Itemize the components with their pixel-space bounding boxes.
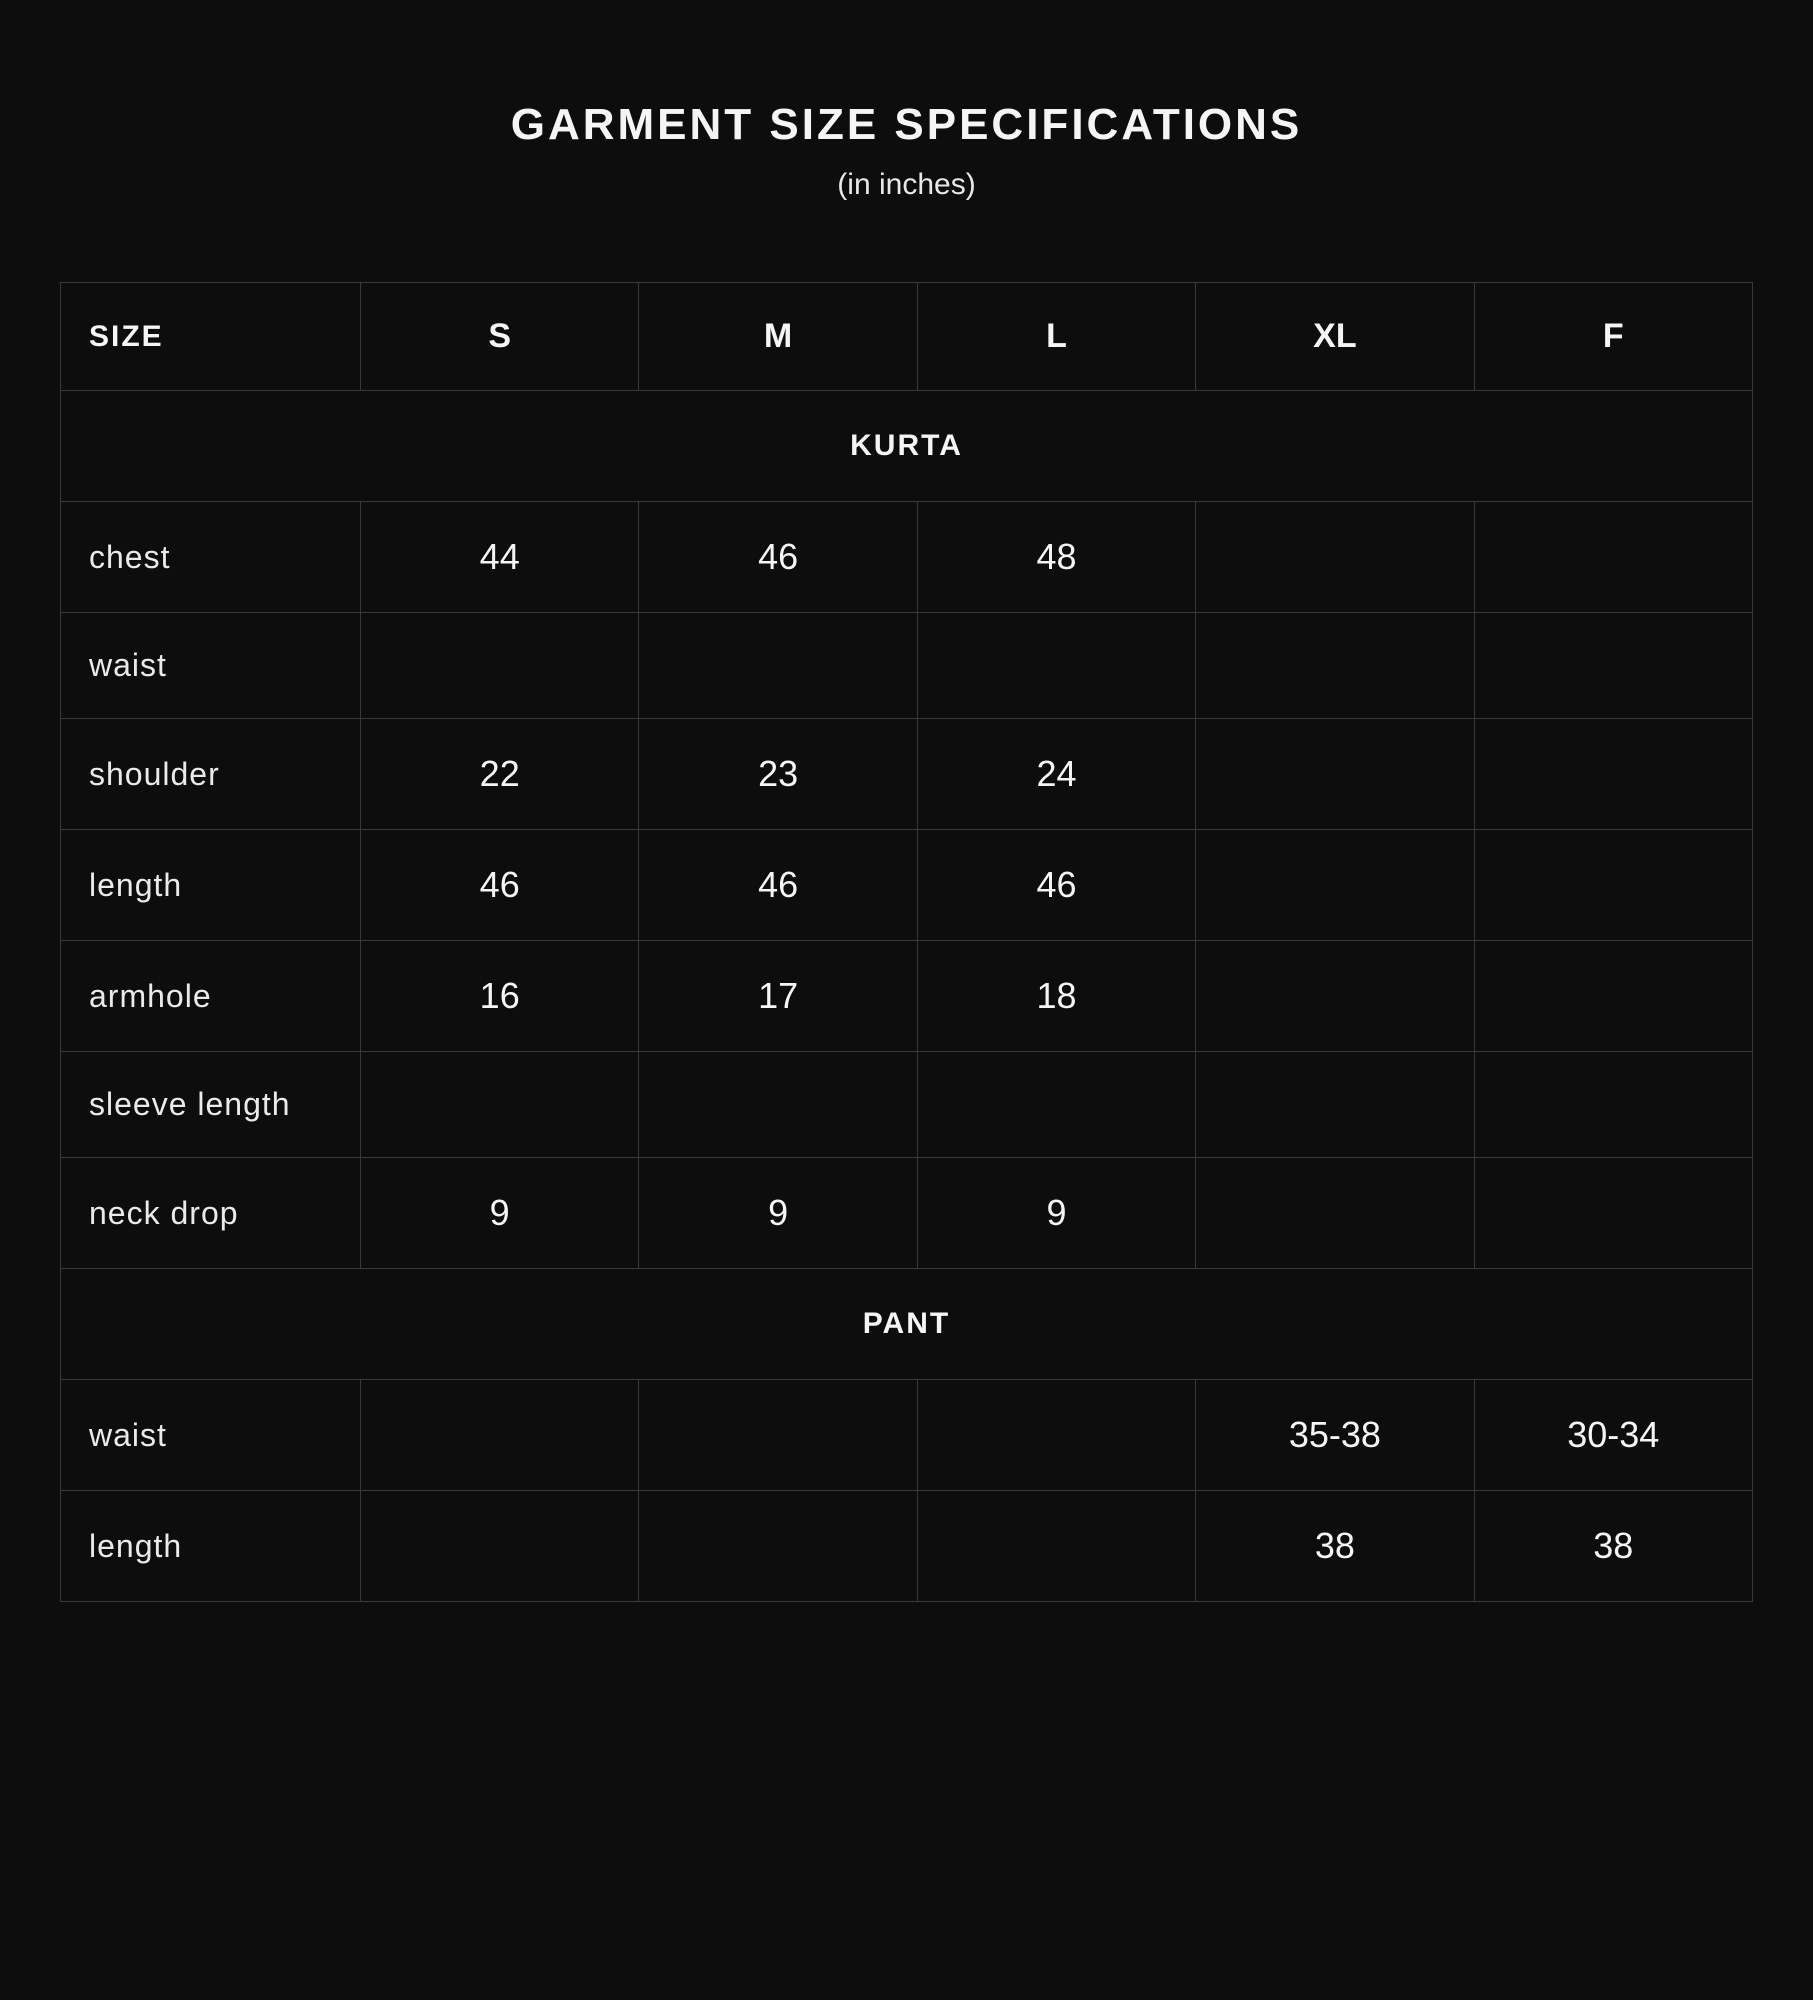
cell-value	[361, 613, 639, 719]
cell-value	[1474, 830, 1752, 941]
cell-value: 23	[639, 719, 917, 830]
section-header: PANT	[61, 1269, 1753, 1380]
cell-value: 46	[917, 830, 1195, 941]
table-row: chest444648	[61, 502, 1753, 613]
cell-value: 44	[361, 502, 639, 613]
col-header-xl: XL	[1196, 283, 1474, 391]
cell-value	[1474, 719, 1752, 830]
col-header-m: M	[639, 283, 917, 391]
cell-value	[1196, 1052, 1474, 1158]
cell-value: 17	[639, 941, 917, 1052]
cell-value	[639, 1491, 917, 1602]
row-label: chest	[61, 502, 361, 613]
cell-value: 35-38	[1196, 1380, 1474, 1491]
table-row: length 3838	[61, 1491, 1753, 1602]
cell-value	[1196, 502, 1474, 613]
table-row: waist	[61, 613, 1753, 719]
row-label: length	[61, 830, 361, 941]
cell-value: 9	[361, 1158, 639, 1269]
cell-value	[639, 613, 917, 719]
cell-value	[1196, 1158, 1474, 1269]
cell-value: 48	[917, 502, 1195, 613]
col-header-l: L	[917, 283, 1195, 391]
table-row: neck drop999	[61, 1158, 1753, 1269]
cell-value	[361, 1380, 639, 1491]
row-label: neck drop	[61, 1158, 361, 1269]
section-row: PANT	[61, 1269, 1753, 1380]
cell-value: 38	[1196, 1491, 1474, 1602]
row-label: armhole	[61, 941, 361, 1052]
col-header-f: F	[1474, 283, 1752, 391]
cell-value	[361, 1491, 639, 1602]
cell-value	[1474, 1158, 1752, 1269]
table-row: armhole161718	[61, 941, 1753, 1052]
cell-value: 22	[361, 719, 639, 830]
cell-value: 38	[1474, 1491, 1752, 1602]
cell-value: 46	[361, 830, 639, 941]
section-row: KURTA	[61, 391, 1753, 502]
row-label: sleeve length	[61, 1052, 361, 1158]
table-row: waist 35-3830-34	[61, 1380, 1753, 1491]
row-label: waist	[61, 613, 361, 719]
cell-value: 46	[639, 830, 917, 941]
cell-value	[917, 613, 1195, 719]
cell-value	[1196, 941, 1474, 1052]
cell-value: 18	[917, 941, 1195, 1052]
section-header: KURTA	[61, 391, 1753, 502]
cell-value	[917, 1052, 1195, 1158]
size-header: SIZE	[61, 283, 361, 391]
cell-value: 16	[361, 941, 639, 1052]
cell-value	[1196, 830, 1474, 941]
table-row: shoulder222324	[61, 719, 1753, 830]
row-label: waist	[61, 1380, 361, 1491]
cell-value	[361, 1052, 639, 1158]
cell-value	[917, 1491, 1195, 1602]
table-body: KURTAchest444648waistshoulder222324lengt…	[61, 391, 1753, 1602]
page-title: GARMENT SIZE SPECIFICATIONS	[60, 100, 1753, 150]
cell-value: 9	[917, 1158, 1195, 1269]
size-chart-page: GARMENT SIZE SPECIFICATIONS (in inches) …	[0, 0, 1813, 1702]
size-table: SIZE S M L XL F KURTAchest444648waistsho…	[60, 282, 1753, 1602]
row-label: length	[61, 1491, 361, 1602]
row-label: shoulder	[61, 719, 361, 830]
cell-value	[1196, 613, 1474, 719]
cell-value	[639, 1380, 917, 1491]
cell-value	[1196, 719, 1474, 830]
cell-value: 24	[917, 719, 1195, 830]
cell-value	[639, 1052, 917, 1158]
cell-value	[917, 1380, 1195, 1491]
table-row: sleeve length	[61, 1052, 1753, 1158]
cell-value	[1474, 941, 1752, 1052]
cell-value	[1474, 1052, 1752, 1158]
table-row: length464646	[61, 830, 1753, 941]
cell-value: 46	[639, 502, 917, 613]
cell-value: 9	[639, 1158, 917, 1269]
cell-value	[1474, 613, 1752, 719]
col-header-s: S	[361, 283, 639, 391]
cell-value	[1474, 502, 1752, 613]
header-row: SIZE S M L XL F	[61, 283, 1753, 391]
page-subtitle: (in inches)	[60, 168, 1753, 202]
cell-value: 30-34	[1474, 1380, 1752, 1491]
